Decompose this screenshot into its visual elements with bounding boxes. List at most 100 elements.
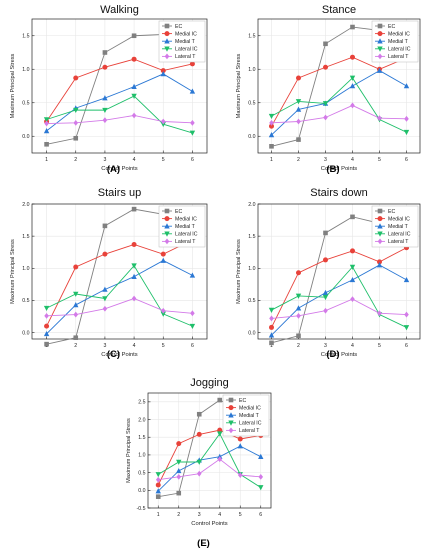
data-point [228,412,234,418]
data-point [44,312,49,319]
legend-label: Medial T [388,39,409,45]
x-tick-label: 2 [74,343,77,349]
y-tick-label: 0.5 [22,298,29,304]
data-point [196,459,202,465]
y-axis-label: Maximum Principal Stress [10,239,16,304]
y-tick-label: 0.0 [248,330,255,336]
data-point [164,46,170,52]
data-point [189,272,196,278]
y-tick-label: 0.5 [248,101,255,107]
legend-label: EC [239,398,246,404]
panel-label: (C) [107,349,120,360]
legend-label: Medial IC [388,216,410,222]
y-axis-label: Maximum Principal Stress [126,418,132,483]
x-axis-label: Control Points [101,166,138,172]
panel-label: (D) [326,349,339,360]
data-point [131,273,137,279]
series-line [46,298,193,317]
data-point [268,307,275,313]
data-point [377,53,383,60]
data-point [160,121,166,128]
data-point [131,295,137,302]
series-line [46,115,193,124]
data-point [322,294,329,301]
series-line [271,247,407,328]
series-line [271,77,407,133]
data-point [269,340,274,346]
x-tick-label: 6 [191,343,194,349]
data-point [258,453,264,459]
data-point [176,473,182,480]
plot-frame [257,203,421,340]
x-tick-label: 6 [405,157,408,163]
data-point [160,257,166,263]
y-axis-label: Maximum Principal Stress [10,53,16,118]
data-point [164,238,170,245]
y-tick-label: 1.0 [138,453,145,459]
x-tick-label: 1 [45,157,48,163]
data-point [269,324,274,330]
legend-label: Lateral IC [388,232,411,238]
legend-label: Medial IC [239,405,261,411]
data-point [196,431,202,437]
data-point [131,263,137,269]
data-point [73,119,79,126]
y-tick-label: 0.5 [22,101,29,107]
series-line [158,432,261,488]
y-tick-label: 1.5 [22,234,29,240]
data-point [377,208,383,214]
legend-label: Lateral IC [388,47,411,53]
legend-label: Lateral T [388,54,409,60]
chart-title: Jogging [190,377,229,389]
y-tick-label: 0.0 [22,330,29,336]
data-point [73,75,79,81]
data-point [350,248,355,254]
plot-frame [31,18,208,154]
legend-label: EC [175,209,182,215]
data-point [269,123,274,129]
data-point [102,64,108,70]
data-point [296,118,301,125]
y-tick-label: 2.0 [248,202,255,208]
data-point [217,431,223,437]
data-point [323,307,328,314]
x-tick-label: 3 [103,157,106,163]
data-point [377,31,383,37]
legend-label: Lateral IC [239,421,262,427]
x-tick-label: 3 [198,512,201,518]
chart-panel-1: Walking 1 2 3 4 5 6 0.0 0.5 1.0 1.5 Control Points M… [10,4,208,175]
data-point [102,95,108,101]
data-point [350,102,355,109]
plot-frame [257,18,421,154]
panel-label: (A) [107,164,120,175]
x-tick-label: 4 [351,157,354,163]
data-point [323,64,328,70]
data-point [349,83,356,89]
series-line [157,429,261,486]
data-point [73,302,79,308]
series-line [46,95,193,134]
y-tick-label: 0.5 [138,470,145,476]
data-point [349,276,356,283]
y-tick-label: 2.0 [138,417,145,423]
data-point [176,459,182,465]
y-tick-label: 1.0 [22,266,29,272]
data-point [164,208,170,214]
series-line [271,266,407,328]
y-tick-label: 0.0 [248,134,255,140]
data-point [73,311,79,318]
series-line [46,264,193,327]
data-point [44,141,49,147]
data-point [258,485,264,491]
data-point [268,113,275,120]
data-point [376,262,383,268]
x-tick-label: 5 [378,157,381,163]
legend-label: Medial IC [175,216,197,222]
data-point [403,83,410,89]
y-tick-label: 2.5 [138,400,145,406]
data-point [196,411,202,417]
